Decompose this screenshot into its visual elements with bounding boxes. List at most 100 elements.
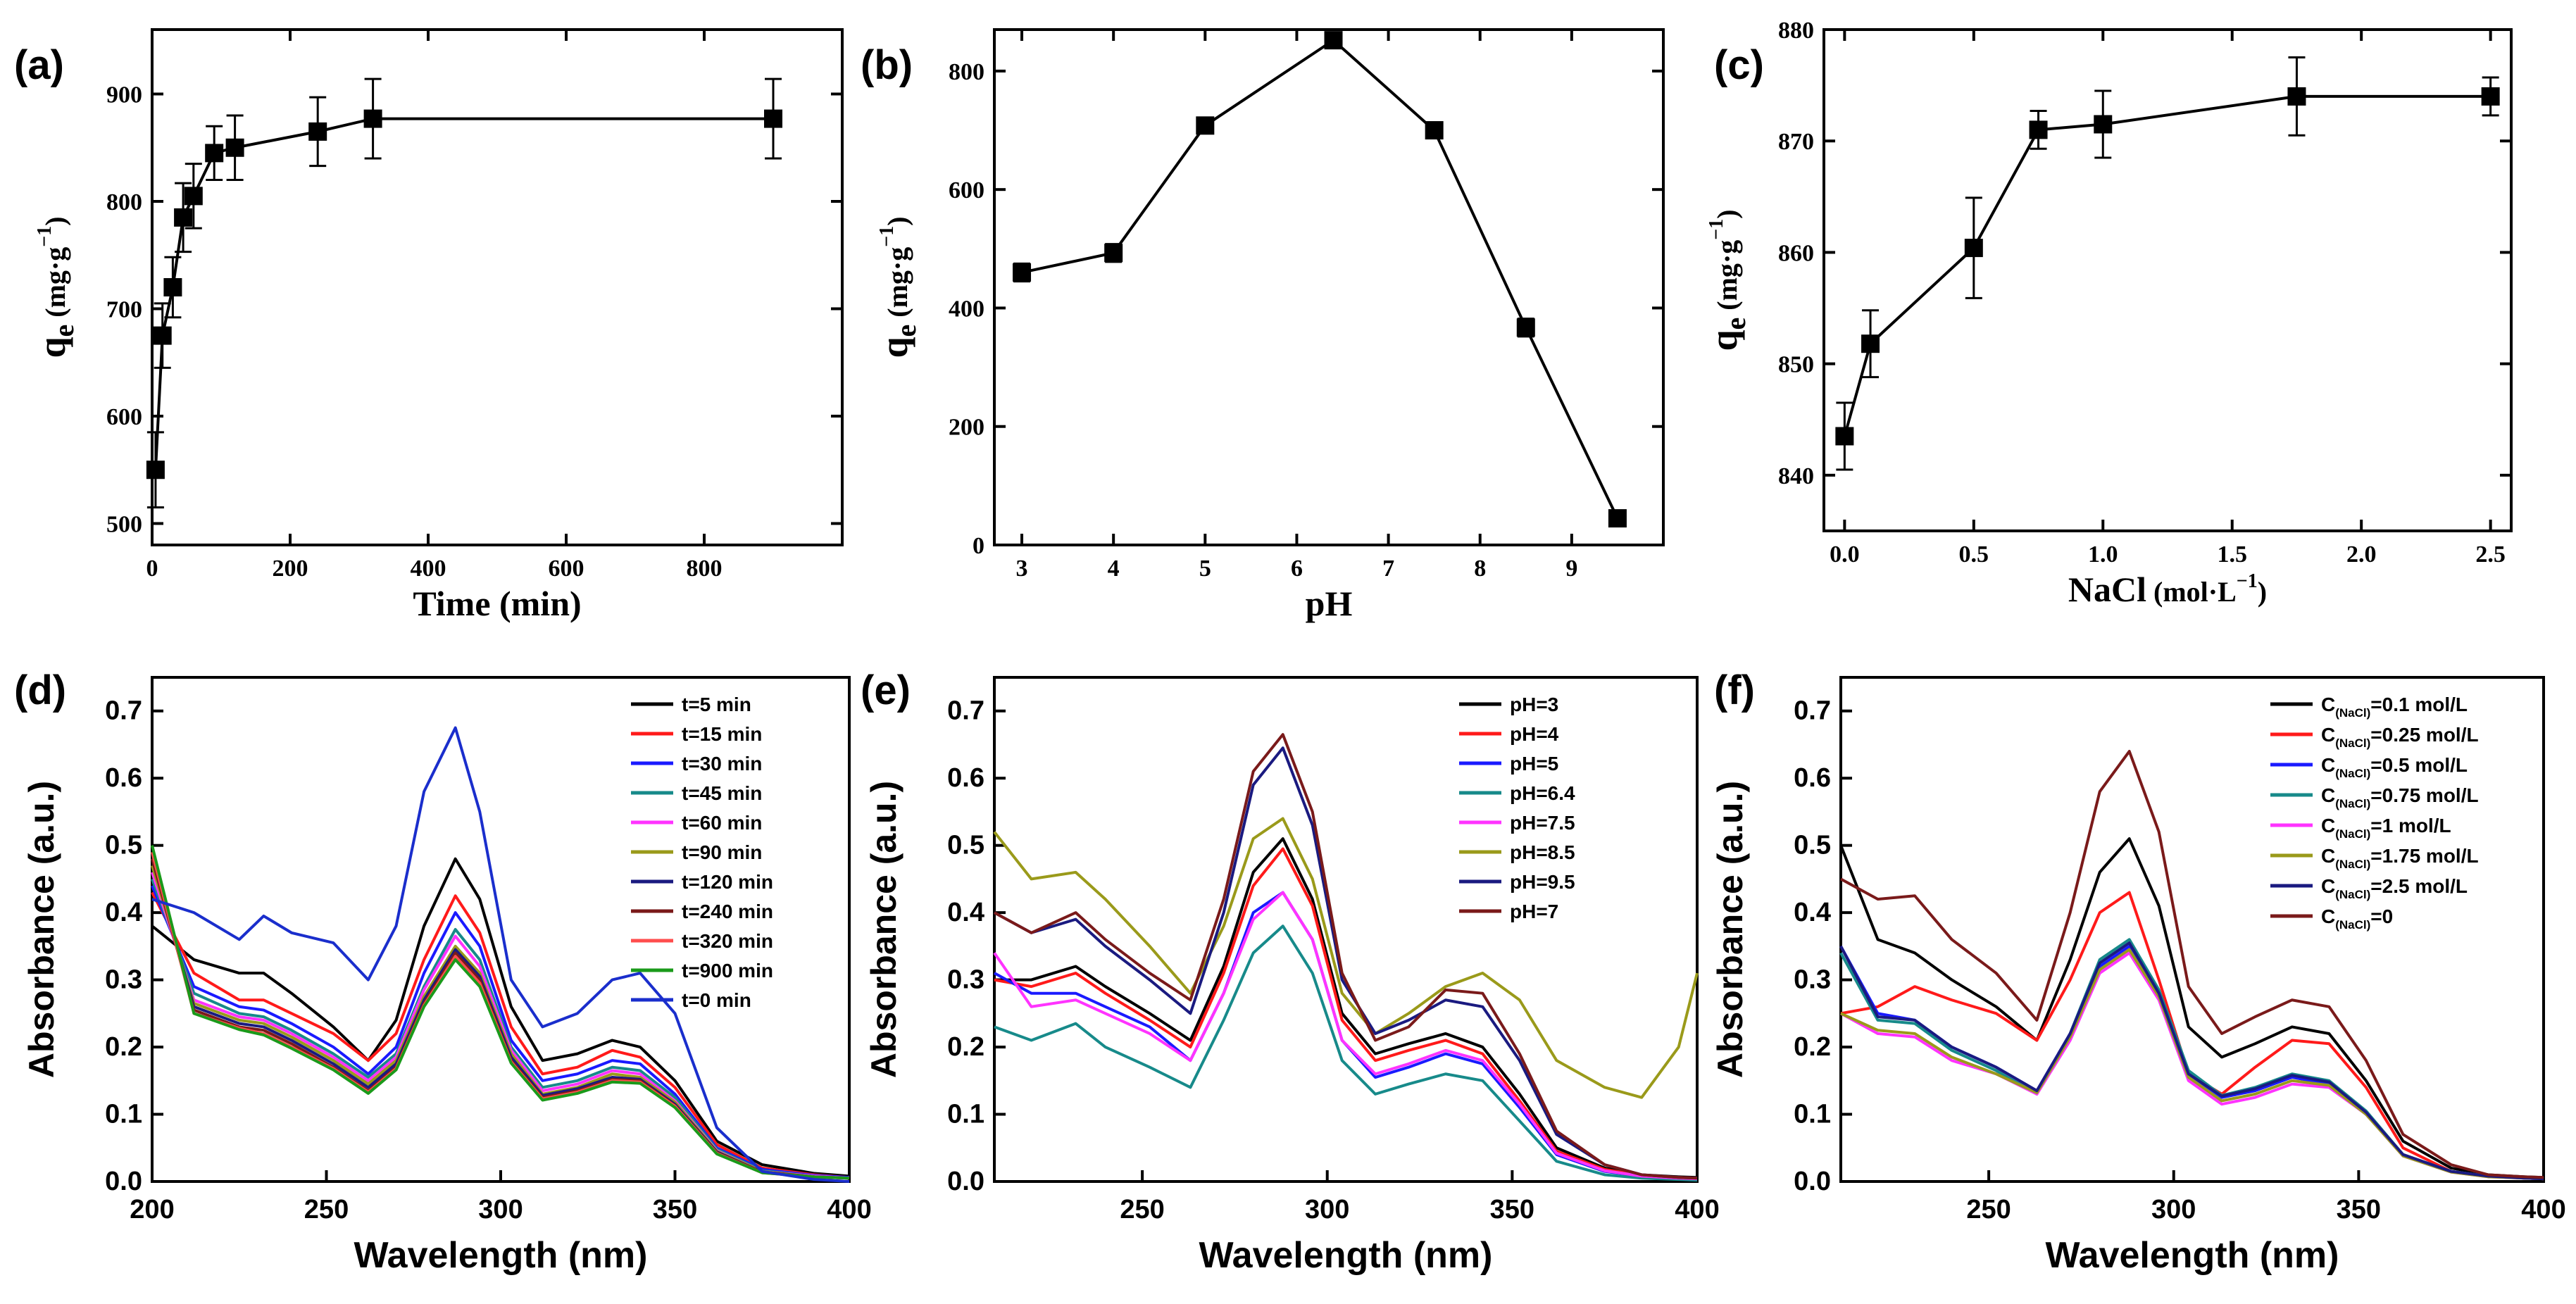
legend-label-e: pH=6.4 (1510, 782, 1575, 804)
x-axis-label-main: NaCl (2068, 570, 2146, 609)
data-point-b (1608, 509, 1627, 528)
legend-sub: (NaCl) (2335, 858, 2370, 871)
series-line-a (154, 117, 773, 470)
series-line-e-7 (994, 733, 1698, 1180)
plot-frame-e (993, 676, 1699, 1183)
series-line-f-5 (1840, 948, 2544, 1181)
y-tick-label-d: 0.4 (105, 898, 142, 927)
chart-a: (a) 0 200 400 600 800 500 600 700 800 900 Time (min… (14, 28, 844, 623)
data-point-a (308, 122, 327, 141)
legend-value: =0.1 mol/L (2370, 694, 2468, 715)
data-point-b (1013, 263, 1032, 282)
series-line-d-9 (151, 845, 850, 1180)
x-tick-label-a: 600 (549, 556, 584, 582)
legend-label-f: C(NaCl)=0 (2321, 905, 2393, 932)
legend-label-d: t=5 min (682, 694, 751, 715)
data-point-b (1516, 318, 1535, 337)
legend-prefix: C (2321, 815, 2335, 836)
data-point-a (163, 278, 182, 296)
x-axis-label-f: Wavelength (nm) (2046, 1235, 2339, 1276)
data-point-a (153, 326, 172, 345)
data-point-c (1835, 427, 1854, 446)
legend-sub: (NaCl) (2335, 736, 2370, 750)
legend-value: =1 mol/L (2370, 815, 2451, 836)
y-tick-label-d: 0.1 (105, 1100, 142, 1129)
panel-label-a: (a) (14, 42, 64, 88)
legend-sub: (NaCl) (2335, 918, 2370, 932)
data-point-b (1425, 121, 1444, 140)
x-tick-label-c: 0.5 (1959, 541, 1989, 568)
series-line-e-3 (994, 924, 1698, 1182)
y-tick-label-f: 0.7 (1794, 696, 1831, 726)
legend-value: =0.5 mol/L (2370, 754, 2468, 776)
x-axis-label-close: ) (2258, 576, 2267, 608)
legend-label-e: pH=7 (1510, 901, 1558, 922)
legend-label-e: pH=4 (1510, 723, 1559, 745)
y-tick-label-c: 870 (1778, 129, 1814, 155)
x-tick-label-d: 300 (478, 1195, 523, 1224)
x-tick-label-d: 400 (827, 1195, 871, 1224)
legend-label-e: pH=5 (1510, 753, 1558, 775)
x-axis-label-sup: −1 (2237, 570, 2258, 592)
x-tick-label-b: 5 (1199, 556, 1211, 582)
legend-label-f: C(NaCl)=0.1 mol/L (2321, 694, 2468, 720)
y-axis-label-close: ) (39, 216, 71, 225)
y-tick-label-c: 880 (1778, 18, 1814, 44)
series-line-c (1843, 94, 2491, 437)
y-tick-label-e: 0.6 (947, 763, 984, 793)
y-tick-label-b: 400 (949, 296, 984, 322)
x-tick-label-c: 2.0 (2346, 541, 2377, 568)
y-tick-label-e: 0.5 (947, 831, 984, 860)
y-tick-label-e: 0.4 (947, 898, 984, 927)
legend-sub: (NaCl) (2335, 827, 2370, 841)
legend-prefix: C (2321, 905, 2335, 927)
y-axis-label-e: Absorbance (a.u.) (864, 781, 904, 1078)
legend-value: =0.25 mol/L (2370, 724, 2478, 746)
legend-label-d: t=120 min (682, 871, 773, 893)
x-tick-label-b: 8 (1474, 556, 1486, 582)
plot-frame-f (1839, 676, 2545, 1183)
panel-label-f: (f) (1714, 667, 1755, 713)
legend-value: =0.75 mol/L (2370, 784, 2478, 806)
y-axis-label-main: q (1703, 330, 1745, 351)
y-tick-label-e: 0.7 (947, 696, 984, 726)
legend-label-d: t=0 min (682, 989, 751, 1011)
legend-prefix: C (2321, 754, 2335, 776)
y-axis-label-sub: e (1720, 318, 1751, 330)
y-tick-label-e: 0.0 (947, 1167, 984, 1196)
legend-label-f: C(NaCl)=1 mol/L (2321, 815, 2451, 841)
x-tick-label-f: 400 (2521, 1195, 2565, 1224)
series-line-d-0 (151, 857, 850, 1178)
x-tick-label-c: 2.5 (2475, 541, 2506, 568)
data-point-a (764, 109, 782, 128)
legend-label-f: C(NaCl)=0.25 mol/L (2321, 724, 2479, 750)
y-tick-label-d: 0.0 (105, 1167, 142, 1196)
x-tick-label-f: 250 (1966, 1195, 2011, 1224)
data-point-c (2029, 120, 2048, 139)
series-line-e-1 (994, 847, 1698, 1180)
y-axis-label-b: qe (mg·g−1) (873, 216, 922, 358)
data-point-a (205, 144, 224, 163)
data-point-a (146, 460, 165, 479)
legend-prefix: C (2321, 875, 2335, 897)
legend-label-d: t=320 min (682, 930, 773, 952)
y-axis-label-sup: −1 (876, 226, 898, 247)
legend-label-d: t=240 min (682, 901, 773, 922)
legend-label-e: pH=3 (1510, 694, 1558, 715)
x-tick-label-a: 400 (411, 556, 446, 582)
series-line-f-7 (1840, 750, 2544, 1179)
y-axis-label-sup: −1 (1706, 219, 1727, 240)
legend-value: =0 (2370, 905, 2393, 927)
x-tick-label-f: 300 (2151, 1195, 2196, 1224)
data-point-b (1324, 31, 1343, 50)
y-tick-label-b: 200 (949, 415, 984, 441)
legend-label-d: t=30 min (682, 753, 762, 775)
legend-sub: (NaCl) (2335, 706, 2370, 720)
y-tick-label-a: 600 (106, 404, 142, 430)
x-tick-label-d: 350 (653, 1195, 697, 1224)
y-axis-label-sup: −1 (34, 226, 56, 247)
data-point-c (2287, 87, 2306, 106)
y-axis-label-unit: (mg·g (882, 247, 913, 325)
series-line-f-0 (1839, 837, 2544, 1179)
x-tick-label-c: 1.5 (2217, 541, 2247, 568)
